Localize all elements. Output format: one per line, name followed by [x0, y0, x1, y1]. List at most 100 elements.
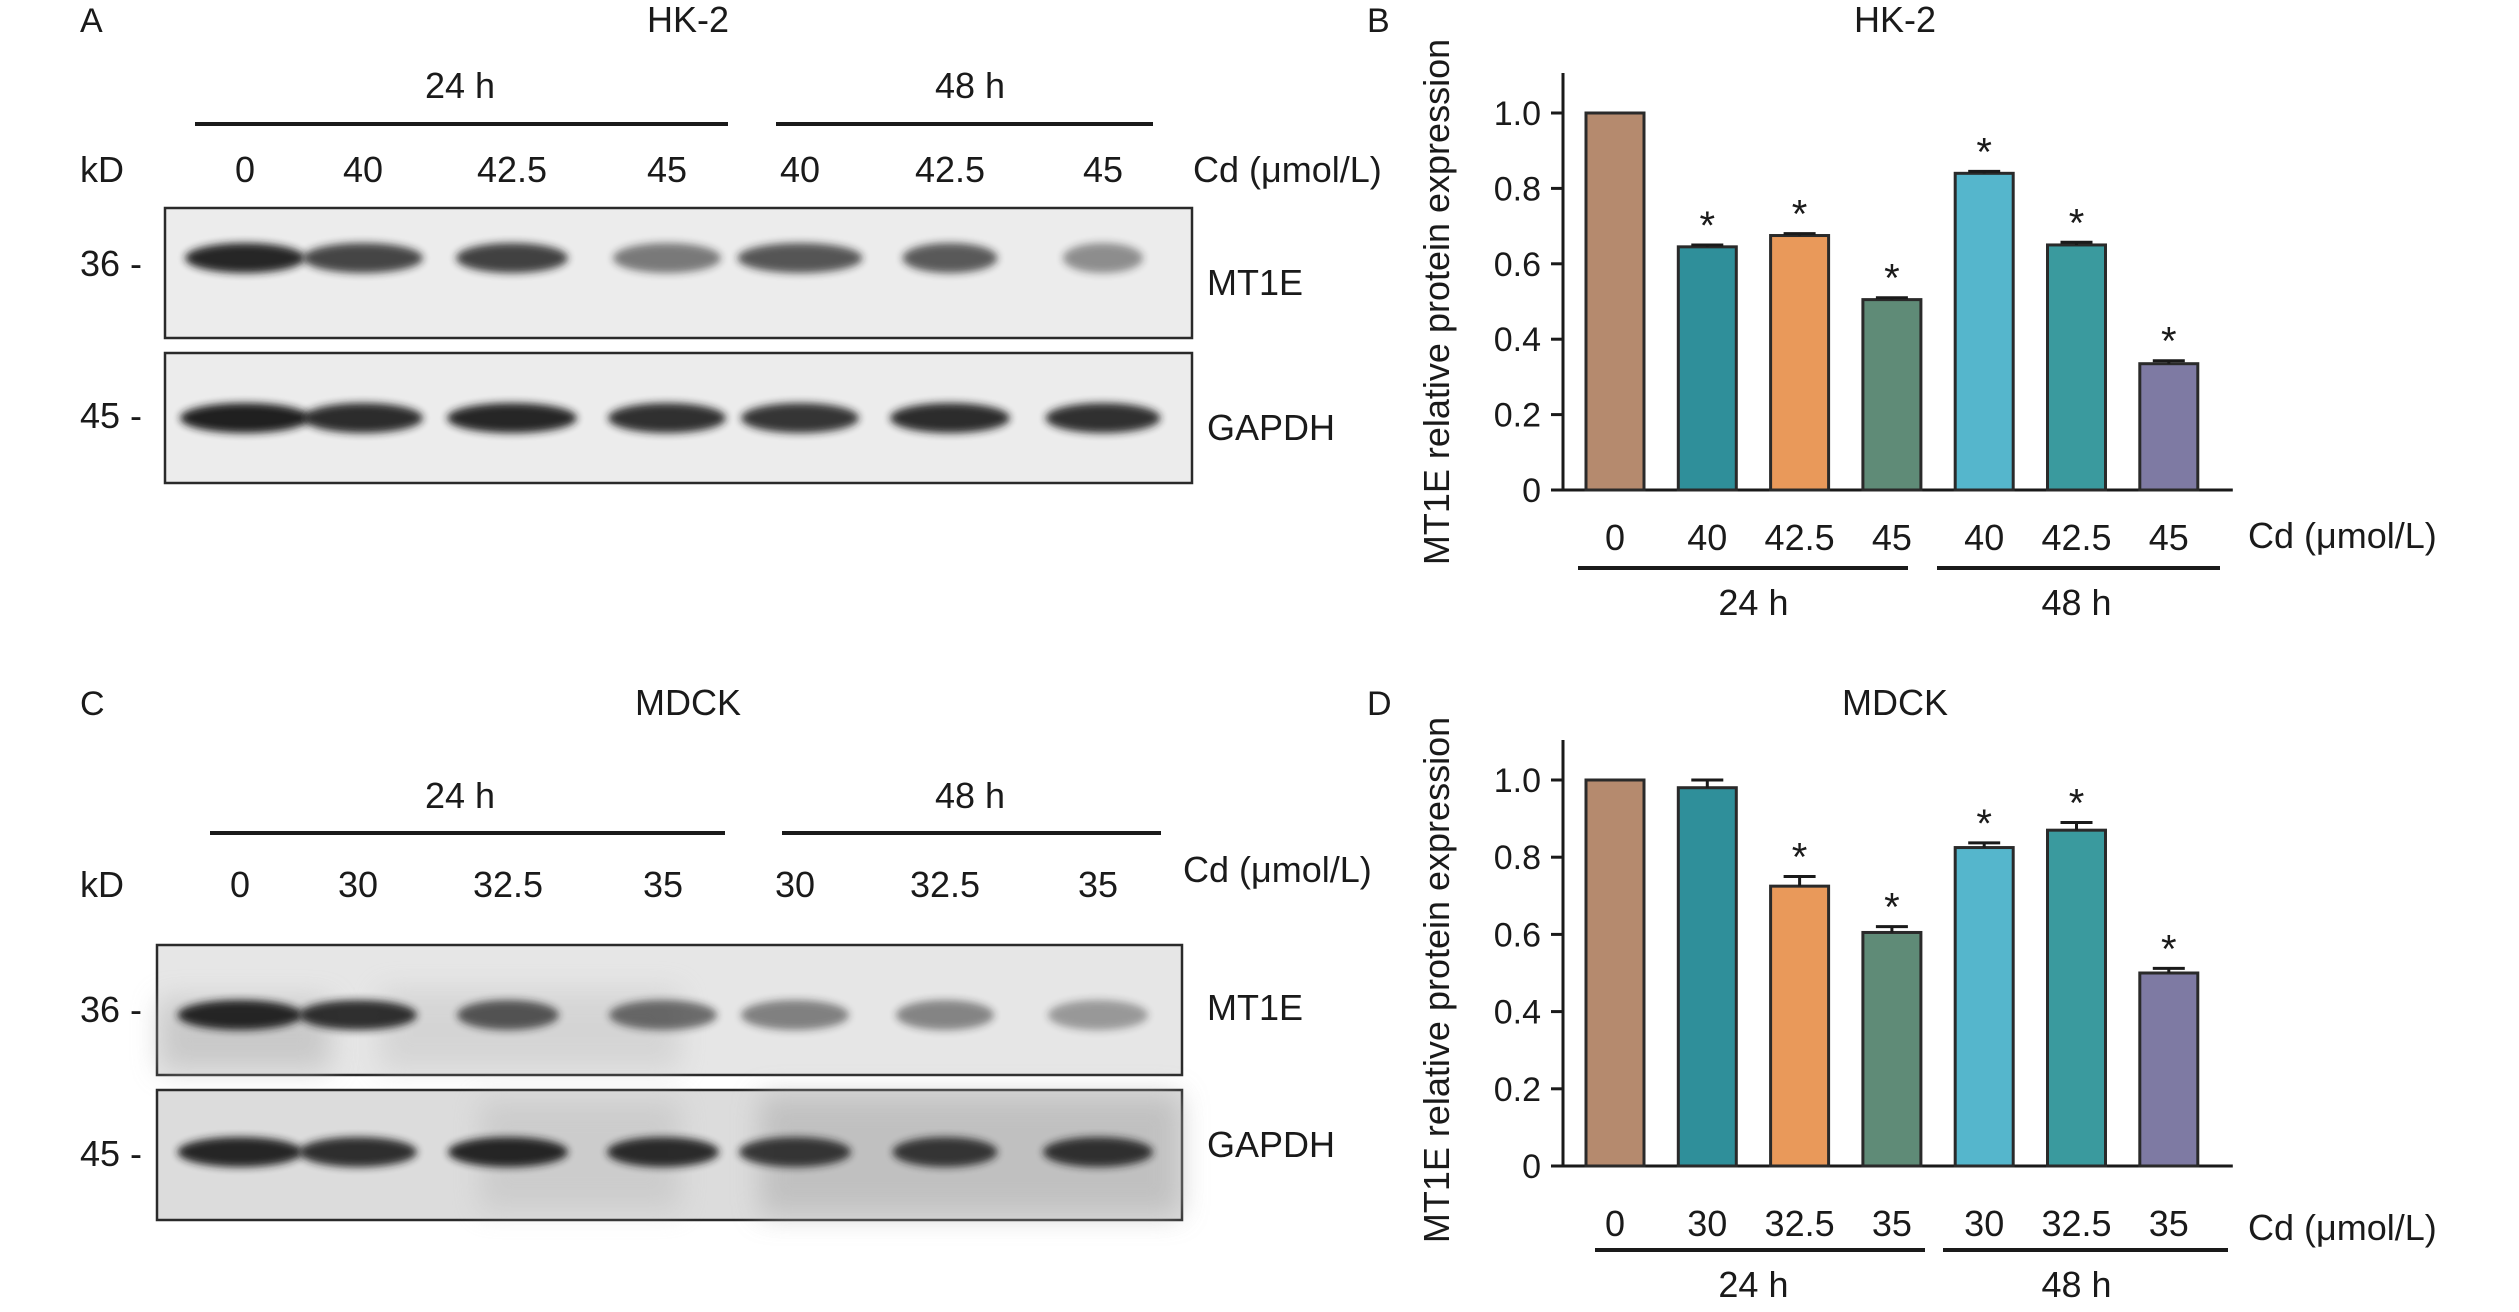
bar — [2138, 362, 2200, 492]
blot-band — [902, 243, 998, 273]
group-label: 24 h — [1718, 1264, 1788, 1305]
blot-band — [737, 243, 863, 273]
blot-band — [1048, 1000, 1148, 1030]
blot-band — [608, 403, 726, 433]
panel-c-cd-label: Cd (μmol/L) — [1183, 849, 1372, 890]
significance-marker: * — [1792, 836, 1808, 880]
significance-marker: * — [1884, 886, 1900, 930]
panel-a-marker-36: 36 - — [80, 243, 142, 284]
category-label: 32.5 — [1765, 1203, 1835, 1244]
y-tick-label: 0.4 — [1494, 321, 1541, 359]
category-label: 35 — [2149, 1203, 2189, 1244]
panel-c-marker-36: 36 - — [80, 989, 142, 1030]
blot-band — [177, 1000, 303, 1030]
panel-a-lane-labels: 0 40 42.5 45 40 42.5 45 — [235, 149, 1123, 190]
y-tick-label: 0.6 — [1494, 916, 1541, 954]
category-label: 45 — [2149, 517, 2189, 558]
significance-marker: * — [1884, 257, 1900, 301]
panel-c-band-gapdh: GAPDH — [1207, 1124, 1335, 1165]
blot-band — [741, 1000, 849, 1030]
panel-c-kd-label: kD — [80, 864, 124, 905]
bar — [2046, 828, 2107, 1168]
category-label: 40 — [1687, 517, 1727, 558]
panel-b-ylabel: MT1E relative protein expression — [1416, 39, 1457, 565]
panel-letter-c: C — [80, 685, 105, 723]
blot-band — [299, 1000, 417, 1030]
blot-band — [890, 403, 1010, 433]
panel-a-band-mt1e: MT1E — [1207, 262, 1303, 303]
significance-marker: * — [1976, 802, 1992, 846]
bar — [1953, 846, 2015, 1168]
panel-letter-b: B — [1367, 2, 1390, 40]
panel-a-marker-45: 45 - — [80, 395, 142, 436]
bar — [2138, 971, 2200, 1168]
bar — [2046, 243, 2107, 492]
category-label: 42.5 — [2041, 517, 2111, 558]
category-label: 0 — [1605, 517, 1625, 558]
lane-label: 30 — [775, 864, 815, 905]
panel-d-ylabel: MT1E relative protein expression — [1416, 717, 1457, 1243]
panel-b-xlabel: Cd (μmol/L) — [2248, 515, 2437, 556]
bar — [1769, 884, 1831, 1168]
y-tick-label: 1.0 — [1494, 95, 1541, 133]
lane-label: 45 — [1083, 149, 1123, 190]
panel-a-group-48h: 48 h — [935, 65, 1005, 106]
significance-marker: * — [1792, 193, 1808, 237]
significance-marker: * — [2069, 781, 2085, 825]
bar — [1584, 111, 1646, 492]
panel-a-group-24h: 24 h — [425, 65, 495, 106]
panel-b: B HK-2 MT1E relative protein expression … — [1367, 0, 2437, 623]
lane-label: 40 — [343, 149, 383, 190]
panel-a-title: HK-2 — [647, 0, 729, 40]
category-label: 40 — [1964, 517, 2004, 558]
lane-label: 45 — [647, 149, 687, 190]
panel-b-title: HK-2 — [1854, 0, 1936, 40]
panel-c-group-48h: 48 h — [935, 775, 1005, 816]
panel-a: A HK-2 24 h 48 h kD 0 40 42.5 45 40 42.5 45 Cd… — [80, 0, 1382, 485]
significance-marker: * — [2161, 927, 2177, 971]
group-label: 24 h — [1718, 582, 1788, 623]
blot-band — [1063, 243, 1143, 273]
blot-band — [896, 1000, 994, 1030]
bar — [1953, 171, 2015, 492]
bar — [1769, 234, 1831, 492]
y-tick-label: 0.6 — [1494, 246, 1541, 284]
blot-band — [447, 403, 577, 433]
blot-band — [185, 243, 305, 273]
bar — [1861, 930, 1923, 1168]
panel-c-band-mt1e: MT1E — [1207, 987, 1303, 1028]
blot-band — [609, 1000, 717, 1030]
category-label: 0 — [1605, 1203, 1625, 1244]
panel-letter-d: D — [1367, 685, 1392, 723]
bar — [1676, 245, 1738, 492]
panel-d-chart: 0 0.2 0.4 0.6 0.8 1.0 0 30 * 32.5 * 35 * 30 * 32.5 * 35 24… — [1494, 740, 2233, 1305]
significance-marker: * — [2069, 201, 2085, 245]
significance-marker: * — [2161, 320, 2177, 364]
blot-band — [1045, 403, 1161, 433]
lane-label: 35 — [1078, 864, 1118, 905]
panel-d-xlabel: Cd (μmol/L) — [2248, 1207, 2437, 1248]
y-tick-label: 0 — [1522, 472, 1541, 510]
category-label: 30 — [1964, 1203, 2004, 1244]
blot-band — [303, 243, 423, 273]
panel-a-mt1e-blot — [163, 206, 1194, 340]
blot-band — [1043, 1137, 1153, 1167]
lane-label: 40 — [780, 149, 820, 190]
panel-c-gapdh-bands — [177, 1095, 1180, 1215]
lane-label: 32.5 — [910, 864, 980, 905]
blot-band — [613, 243, 721, 273]
category-label: 30 — [1687, 1203, 1727, 1244]
panel-b-chart: 0 0.2 0.4 0.6 0.8 1.0 0 * 40 * 42.5 * 45 * 40 * 42.5 * 45 2… — [1494, 73, 2233, 623]
y-tick-label: 0.8 — [1494, 170, 1541, 208]
blot-band — [177, 1137, 303, 1167]
panel-letter-a: A — [80, 2, 103, 40]
blot-band — [892, 1137, 998, 1167]
panel-c-mt1e-bands — [160, 990, 1148, 1070]
panel-c-lane-labels: 0 30 32.5 35 30 32.5 35 — [230, 864, 1118, 905]
lane-label: 0 — [230, 864, 250, 905]
category-label: 45 — [1872, 517, 1912, 558]
lane-label: 0 — [235, 149, 255, 190]
blot-band — [456, 243, 568, 273]
lane-label: 30 — [338, 864, 378, 905]
group-label: 48 h — [2041, 1264, 2111, 1305]
